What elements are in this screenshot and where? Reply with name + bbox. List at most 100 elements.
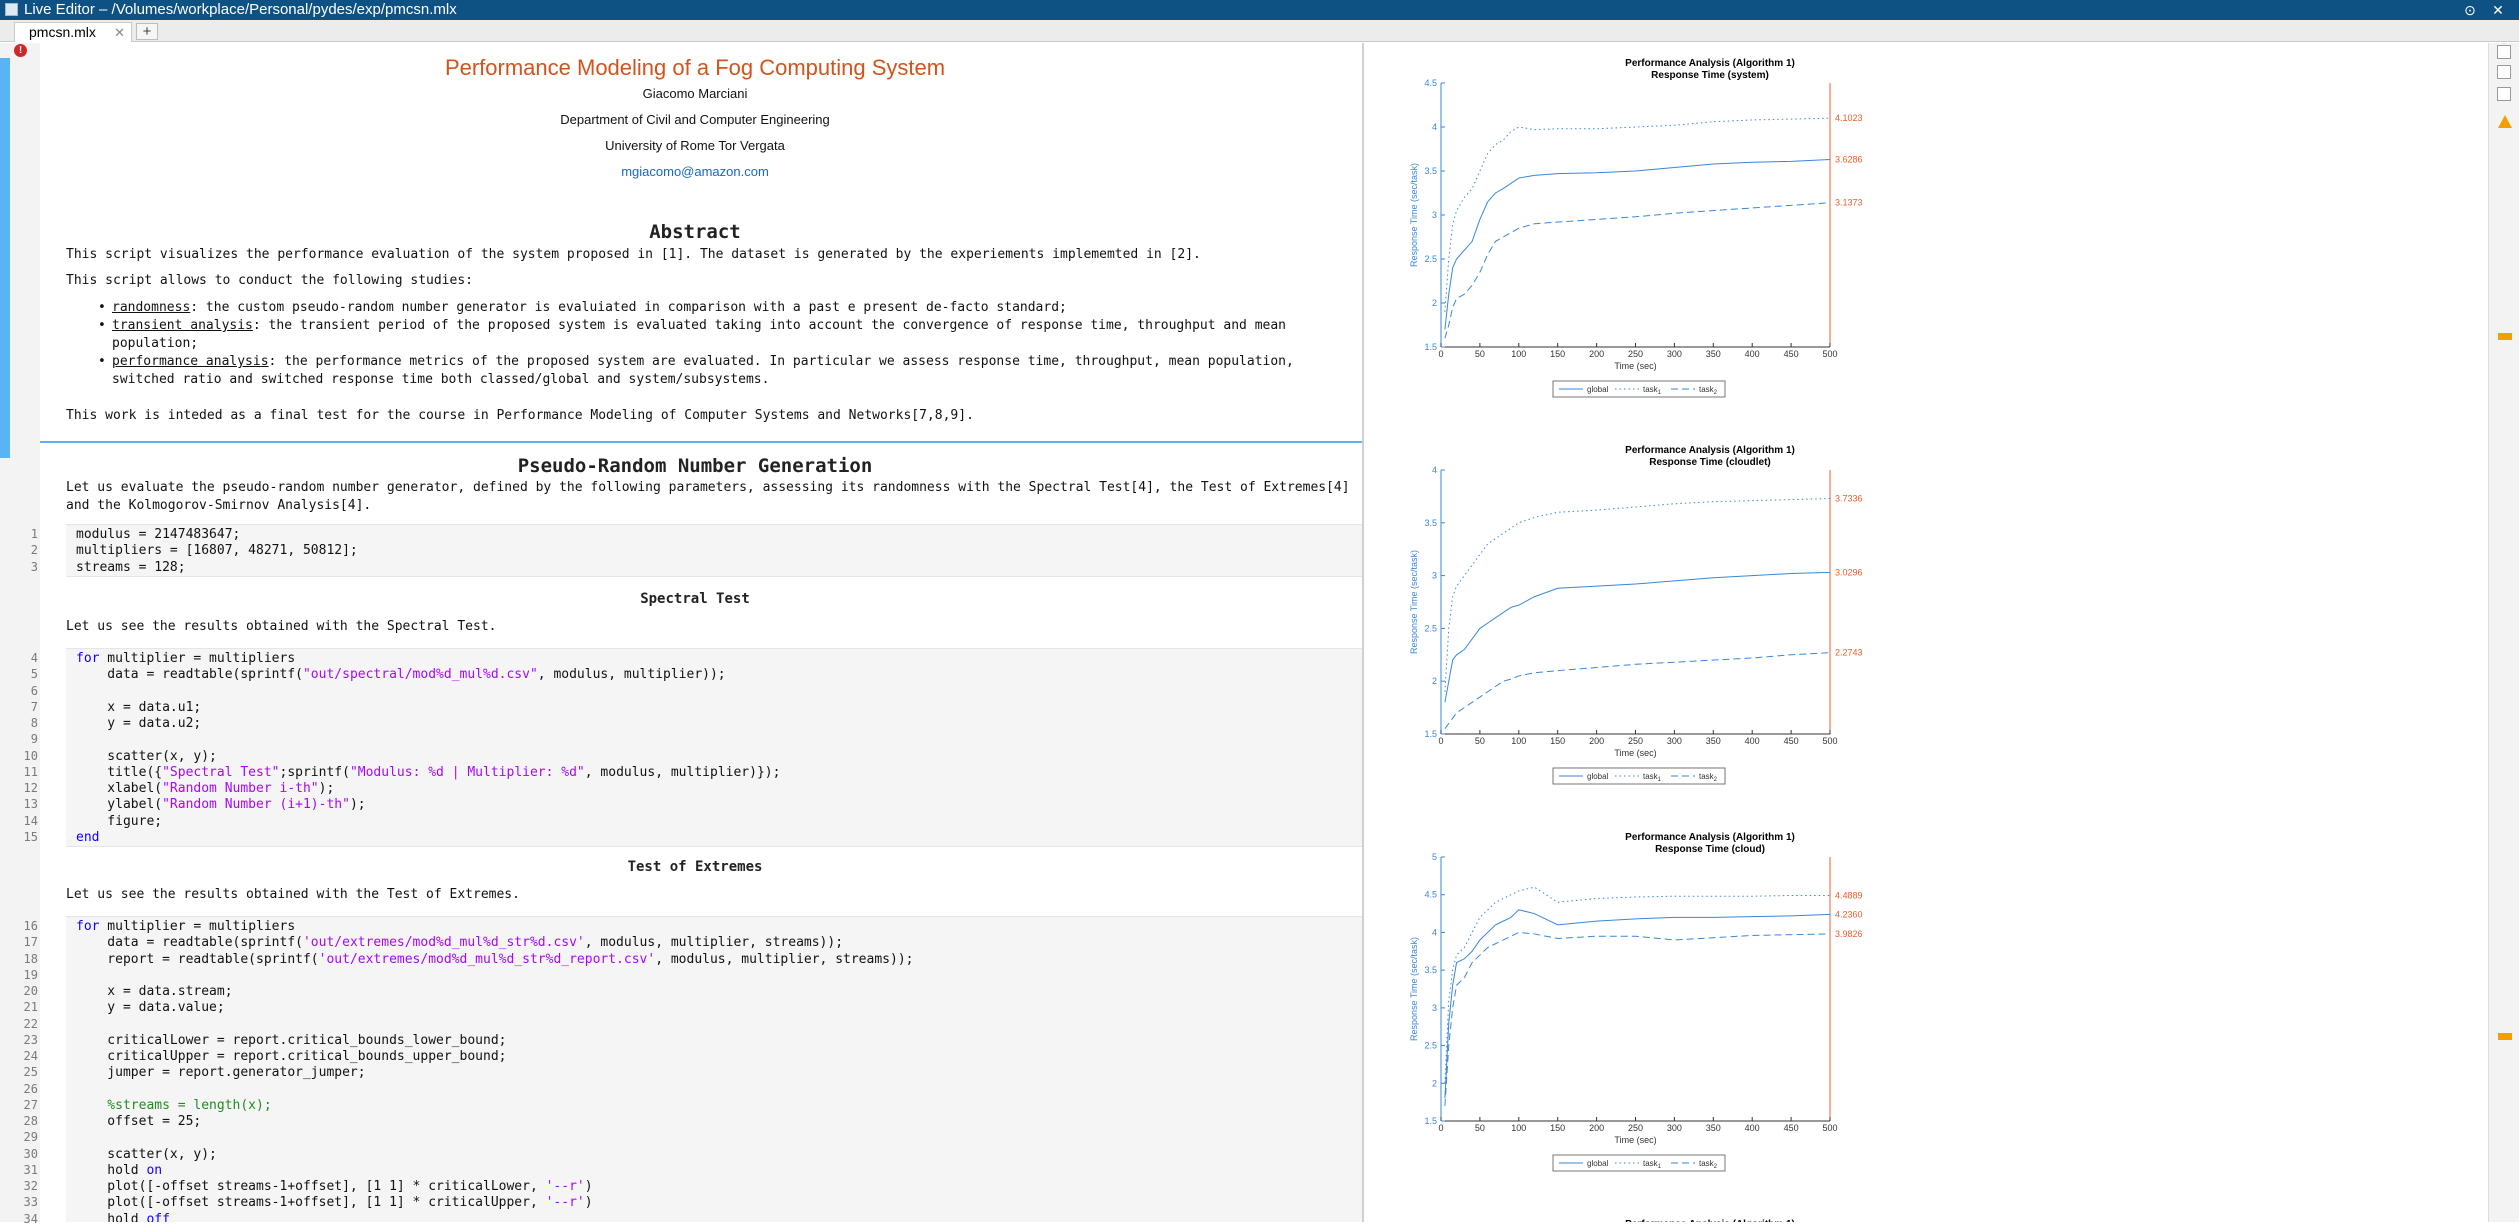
help-button[interactable]: ⊙	[2464, 2, 2476, 18]
code-line[interactable]: plot([-offset streams-1+offset], [1 1] *…	[66, 1195, 1362, 1211]
x-tick-label: 450	[1784, 1123, 1799, 1133]
title-bar: Live Editor – /Volumes/workplace/Persona…	[0, 0, 2519, 20]
code-text: figure;	[76, 813, 163, 829]
section-selection-bar	[0, 58, 10, 458]
abstract-closing: This work is inteded as a final test for…	[66, 408, 974, 423]
series-line-task2	[1444, 202, 1831, 339]
chart-4: Performance Analysis (Algorithm 1)	[1625, 1219, 1795, 1222]
tab-close-icon[interactable]: ✕	[114, 25, 125, 40]
code-line[interactable]: for multiplier = multipliers	[66, 919, 1362, 935]
code-keyword: for	[76, 919, 100, 934]
code-text: criticalUpper = report.critical_bounds_u…	[76, 1049, 507, 1064]
code-line[interactable]	[66, 1017, 1362, 1033]
code-line[interactable]: xlabel("Random Number i-th");	[66, 781, 1362, 797]
code-text: y = data.u2;	[76, 716, 202, 731]
tab-pmcsn[interactable]: pmcsn.mlx ✕	[14, 22, 132, 42]
code-line[interactable]	[66, 732, 1362, 748]
code-line[interactable]: multipliers = [16807, 48271, 50812];	[66, 543, 1362, 559]
code-keyword: on	[146, 1162, 163, 1178]
code-block-parameters[interactable]: modulus = 2147483647; multipliers = [1680…	[66, 524, 1362, 577]
code-string: 'out/extremes/mod%d_mul%d_str%d.csv'	[302, 935, 585, 951]
code-line[interactable]: y = data.value;	[66, 1000, 1362, 1016]
code-line[interactable]: y = data.u2;	[66, 716, 1362, 732]
warning-marker[interactable]	[2498, 333, 2512, 340]
hide-code-icon[interactable]	[2497, 87, 2511, 101]
x-axis-label: Time (sec)	[1614, 1135, 1656, 1145]
code-line[interactable]	[66, 684, 1362, 700]
line-number: 5	[30, 667, 38, 682]
code-line[interactable]: title({"Spectral Test";sprintf("Modulus:…	[66, 765, 1362, 781]
app-icon	[5, 3, 18, 16]
code-line[interactable]: ylabel("Random Number (i+1)-th");	[66, 797, 1362, 813]
code-text: ylabel(	[76, 797, 163, 813]
code-block-spectral[interactable]: for multiplier = multipliers data = read…	[66, 648, 1362, 847]
legend-subscript: 1	[1658, 1164, 1662, 1170]
code-line[interactable]: scatter(x, y);	[66, 1147, 1362, 1163]
code-line[interactable]	[66, 1130, 1362, 1146]
series-line-global	[1444, 571, 1831, 703]
output-right-icon[interactable]	[2497, 65, 2511, 79]
output-divider[interactable]	[1362, 43, 1364, 1222]
code-line[interactable]: jumper = report.generator_jumper;	[66, 1065, 1362, 1081]
code-text: x = data.u1;	[76, 699, 202, 715]
close-window-button[interactable]: ✕	[2492, 2, 2504, 18]
x-tick-label: 100	[1511, 736, 1526, 746]
error-icon[interactable]: !	[14, 44, 27, 57]
code-line[interactable]: scatter(x, y);	[66, 749, 1362, 765]
series-line-task1	[1444, 117, 1831, 312]
code-string: 'out/extremes/mod%d_mul%d_str%d_report.c…	[318, 951, 656, 967]
email-link[interactable]: mgiacomo@amazon.com	[621, 164, 769, 179]
line-number: 14	[23, 813, 38, 828]
code-line[interactable]: criticalUpper = report.critical_bounds_u…	[66, 1049, 1362, 1065]
code-string: '--r'	[545, 1179, 585, 1194]
code-line[interactable]: data = readtable(sprintf('out/extremes/m…	[66, 935, 1362, 951]
line-number: 2	[30, 543, 38, 558]
code-line[interactable]: streams = 128;	[66, 560, 1362, 576]
code-line[interactable]: %streams = length(x);	[66, 1098, 1362, 1114]
code-text: streams = 128;	[76, 559, 186, 575]
line-number: 16	[23, 919, 38, 933]
code-line[interactable]: x = data.u1;	[66, 700, 1362, 716]
output-panel[interactable]: Performance Analysis (Algorithm 1) Respon…	[1364, 43, 2488, 1222]
y-tick-label: 4	[1432, 122, 1437, 132]
code-line[interactable]: plot([-offset streams-1+offset], [1 1] *…	[66, 1179, 1362, 1195]
x-tick-label: 150	[1550, 349, 1565, 359]
code-line[interactable]: modulus = 2147483647;	[66, 527, 1362, 543]
x-tick-label: 400	[1745, 1123, 1760, 1133]
code-text: plot([-offset streams-1+offset], [1 1] *…	[76, 1179, 546, 1194]
chart-subtitle: Response Time (system)	[1651, 70, 1769, 81]
code-block-extremes[interactable]: for multiplier = multipliers data = read…	[66, 916, 1362, 1222]
code-line[interactable]: for multiplier = multipliers	[66, 651, 1362, 667]
code-keyword: for	[76, 651, 100, 666]
code-line[interactable]	[66, 1082, 1362, 1098]
code-line[interactable]: hold on	[66, 1163, 1362, 1179]
university: University of Rome Tor Vergata	[605, 138, 785, 153]
series-end-label: 4.1023	[1835, 113, 1863, 123]
x-tick-label: 0	[1438, 1123, 1443, 1133]
code-line[interactable]: report = readtable(sprintf('out/extremes…	[66, 952, 1362, 968]
code-line[interactable]: hold off	[66, 1212, 1362, 1223]
list-text: : the transient period of the proposed s…	[112, 318, 1287, 351]
line-number: 18	[23, 951, 38, 966]
x-tick-label: 150	[1550, 1123, 1565, 1133]
x-tick-label: 300	[1667, 349, 1682, 359]
x-tick-label: 50	[1475, 736, 1485, 746]
live-script-document[interactable]: Performance Modeling of a Fog Computing …	[40, 43, 1362, 1222]
code-line[interactable]: x = data.stream;	[66, 984, 1362, 1000]
line-number: 7	[30, 699, 38, 714]
line-number: 1	[30, 527, 38, 541]
code-text: multiplier = multipliers	[99, 651, 296, 666]
line-number: 30	[23, 1146, 38, 1161]
y-tick-label: 4.5	[1424, 78, 1437, 88]
code-line[interactable]: offset = 25;	[66, 1114, 1362, 1130]
warning-marker[interactable]	[2498, 1033, 2512, 1040]
code-line[interactable]	[66, 968, 1362, 984]
warning-icon[interactable]	[2498, 115, 2512, 128]
code-line[interactable]: figure;	[66, 814, 1362, 830]
code-line[interactable]: data = readtable(sprintf("out/spectral/m…	[66, 667, 1362, 683]
spectral-heading: Spectral Test	[640, 591, 750, 607]
add-tab-button[interactable]: +	[136, 23, 158, 40]
output-inline-icon[interactable]	[2497, 45, 2511, 59]
code-line[interactable]: criticalLower = report.critical_bounds_l…	[66, 1033, 1362, 1049]
code-line[interactable]: end	[66, 830, 1362, 846]
